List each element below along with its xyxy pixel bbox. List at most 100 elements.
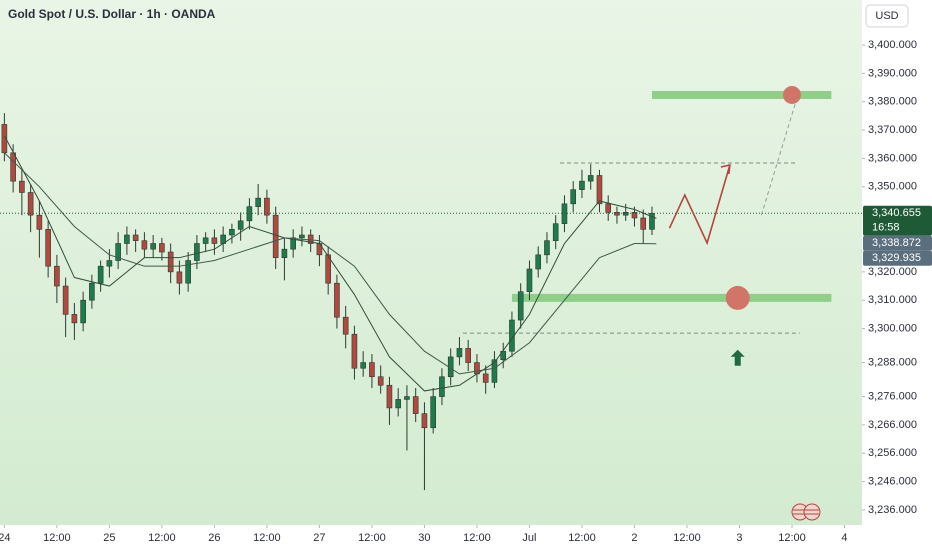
candle-body	[360, 362, 366, 369]
candle-body	[80, 299, 86, 324]
candle-body	[526, 268, 533, 292]
y-tick-label: 3,380.000	[868, 96, 917, 108]
x-tick-label: 12:00	[43, 532, 71, 544]
candle-body	[404, 396, 410, 400]
candle-body	[369, 362, 375, 378]
price-tag	[863, 205, 932, 236]
candle-body	[465, 348, 471, 363]
price-tag-label: 3,340.655	[872, 207, 921, 219]
price-tag	[863, 250, 932, 266]
candle-body	[237, 220, 244, 230]
projection-arrowhead	[720, 163, 731, 175]
candle-body	[334, 282, 340, 318]
x-tick-label: 25	[103, 532, 115, 544]
x-tick-label: 2	[631, 532, 637, 544]
candle-body	[290, 237, 296, 250]
candle-body	[535, 254, 542, 270]
x-tick-label: 24	[0, 532, 11, 544]
candle-body	[211, 237, 218, 244]
candle-body	[377, 376, 384, 386]
x-tick-label: 12:00	[253, 532, 281, 544]
y-tick-label: 3,390.000	[868, 67, 917, 79]
candle-body	[255, 197, 261, 207]
candle-body	[62, 285, 69, 315]
countdown: 16:58	[872, 222, 900, 234]
candle-body	[552, 223, 559, 241]
currency-button[interactable]	[865, 4, 909, 28]
y-tick-label: 3,400.000	[868, 39, 917, 51]
candle-body	[89, 282, 95, 301]
price-axis	[862, 0, 932, 550]
flag-icon	[791, 503, 821, 521]
candle-body	[579, 180, 585, 190]
x-tick-label: 26	[208, 532, 220, 544]
target	[782, 85, 801, 104]
candle-body	[54, 265, 60, 287]
candle-body	[640, 217, 647, 230]
candle-body	[544, 240, 550, 256]
candle-body	[587, 175, 594, 182]
candle-body	[456, 348, 463, 358]
candle-body	[167, 251, 174, 273]
candle-body	[229, 229, 235, 236]
x-tick-label: 12:00	[778, 532, 806, 544]
candle-body	[614, 212, 620, 216]
candle-body	[106, 260, 113, 267]
candle-body	[596, 175, 603, 205]
moving-average	[4, 152, 657, 375]
candle-body	[159, 243, 165, 253]
y-tick-label: 3,370.000	[868, 124, 917, 136]
candle-body	[395, 399, 401, 409]
x-tick-label: 12:00	[463, 532, 491, 544]
candle-body	[631, 212, 638, 219]
projection-path	[668, 164, 731, 246]
candle-body	[570, 189, 577, 205]
y-tick-label: 3,288.000	[868, 356, 917, 368]
plot-background	[0, 0, 862, 525]
candle-body	[412, 396, 419, 414]
candle-body	[325, 254, 331, 284]
candle-body	[185, 260, 191, 284]
currency[interactable]: USD	[875, 10, 898, 22]
moving-average	[3, 135, 657, 392]
x-tick-label: 27	[313, 532, 325, 544]
x-tick-label: 12:00	[148, 532, 176, 544]
candle-body	[97, 265, 104, 284]
candle-body	[132, 234, 139, 241]
candle-body	[491, 359, 498, 383]
candle-body	[202, 237, 209, 244]
y-tick-label: 3,246.000	[868, 476, 917, 488]
x-tick-label: 12:00	[358, 532, 386, 544]
candle-body	[176, 271, 183, 284]
candle-body	[421, 413, 428, 429]
candle-body	[194, 243, 200, 261]
up-arrow	[730, 349, 745, 366]
y-tick-label: 3,360.000	[868, 152, 917, 164]
candle-body	[386, 384, 393, 409]
candle-body	[272, 214, 279, 258]
candle-body	[10, 152, 16, 182]
candle-body	[124, 234, 130, 244]
candle-body	[19, 180, 25, 193]
candle-body	[482, 373, 489, 383]
y-tick-label: 3,310.000	[868, 294, 917, 306]
y-tick-label: 3,266.000	[868, 419, 917, 431]
price-tag-label: 3,329.935	[872, 252, 921, 264]
candle-body	[299, 234, 305, 239]
x-tick-label: 12:00	[673, 532, 701, 544]
candle-body	[351, 333, 358, 369]
projection-dash	[760, 99, 797, 216]
x-tick-label: Jul	[522, 532, 536, 544]
y-tick-label: 3,236.000	[868, 504, 917, 516]
chart-title: Gold Spot / U.S. Dollar · 1h · OANDA	[8, 7, 216, 21]
candle-body	[307, 234, 314, 244]
y-tick-label: 3,320.000	[868, 266, 917, 278]
candle-body	[150, 243, 156, 250]
candle-body	[27, 192, 34, 216]
time-axis	[0, 525, 862, 550]
y-tick-label: 3,256.000	[868, 447, 917, 459]
candle-body	[45, 229, 51, 267]
candle-body	[439, 376, 445, 397]
candle-body	[622, 212, 629, 216]
